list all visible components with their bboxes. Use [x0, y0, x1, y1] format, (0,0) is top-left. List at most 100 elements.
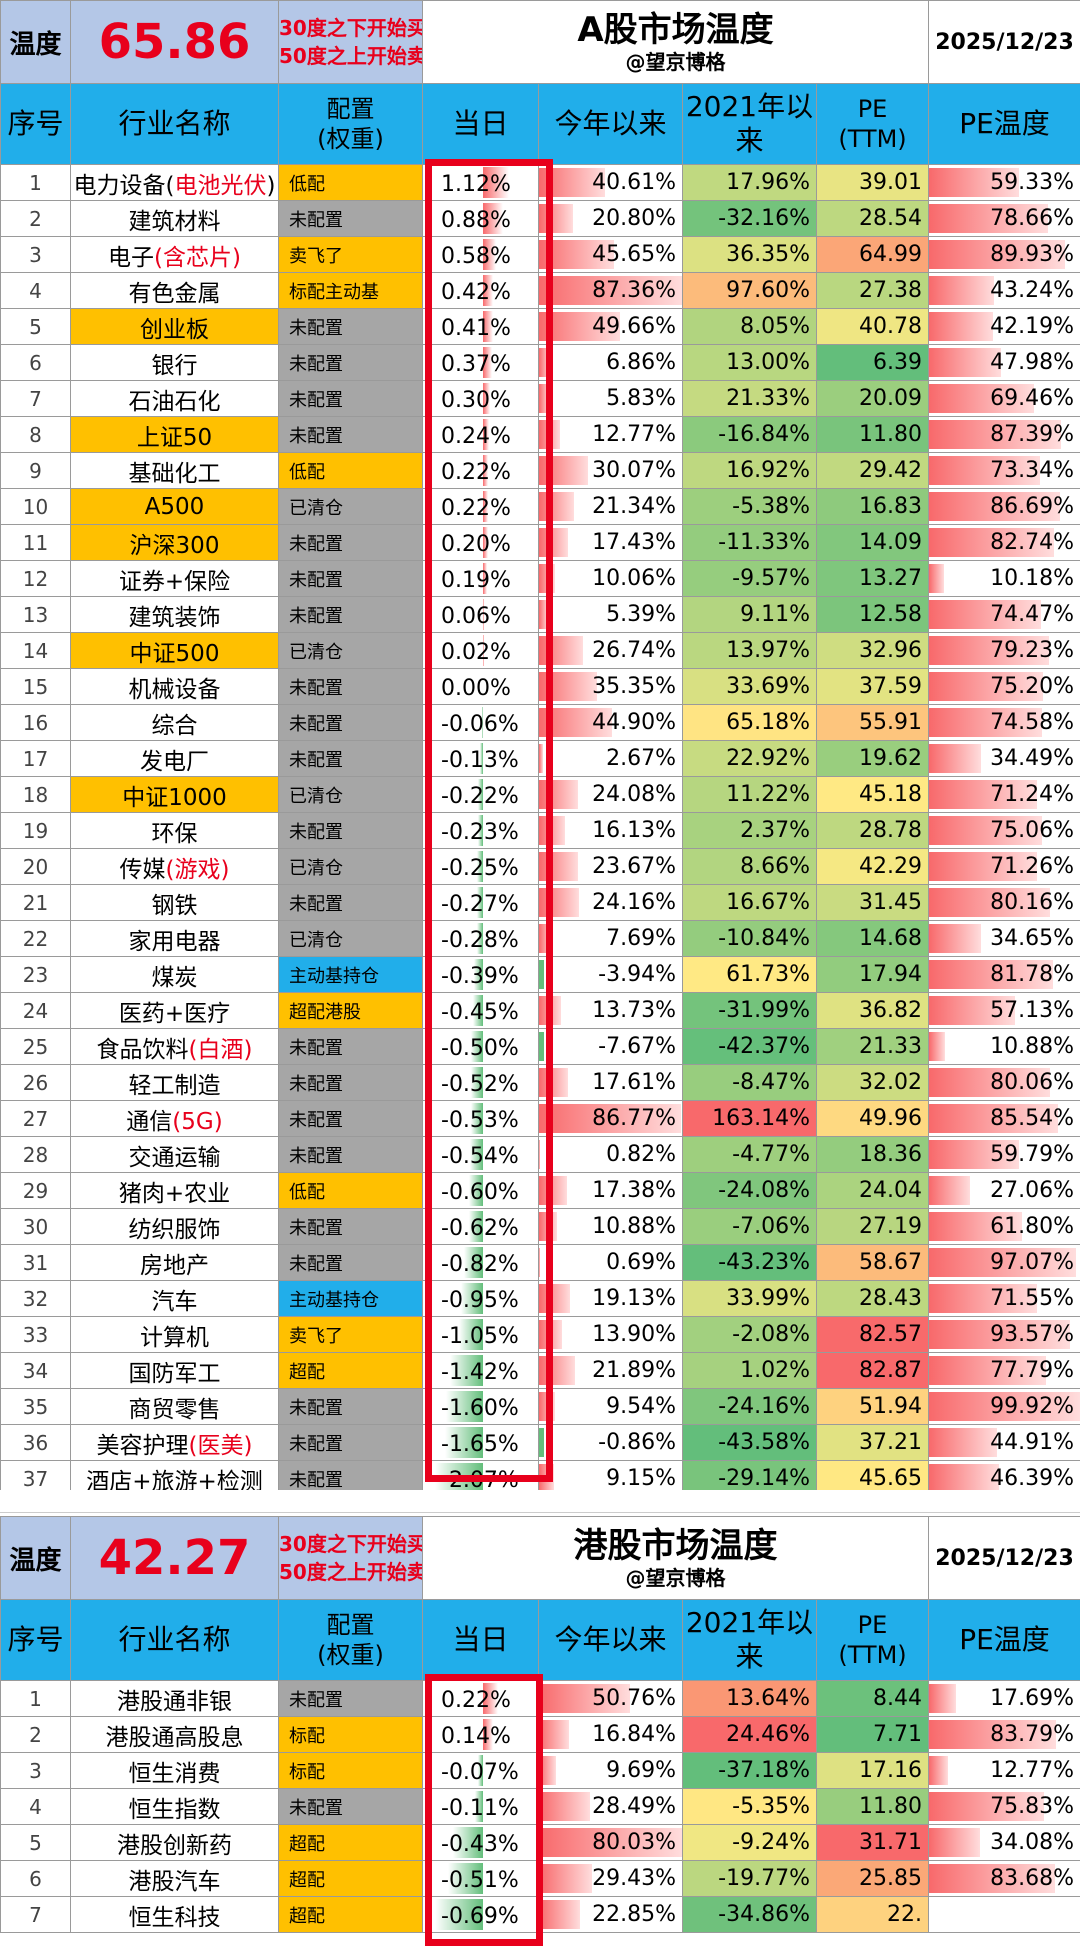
pe-ttm: 55.91 — [815, 704, 930, 741]
day-change-bar — [483, 1683, 499, 1714]
ytd-value: 86.77% — [592, 1106, 676, 1131]
pe-temperature-bar — [929, 348, 1002, 377]
allocation: 超配 — [278, 1352, 423, 1389]
day-change-value: -0.51% — [441, 1868, 519, 1893]
pe-temperature-value: 75.06% — [990, 818, 1075, 843]
ytd-value: 0.69% — [606, 1250, 676, 1275]
row-number: 30 — [0, 1208, 71, 1245]
col-header-alloc: 配置 (权重) — [278, 1599, 423, 1681]
ytd-change: 80.03% — [538, 1824, 683, 1861]
industry-name: 基础化工 — [70, 452, 279, 489]
day-change-bar — [483, 491, 489, 522]
pe-temperature: 59.79% — [928, 1136, 1080, 1173]
col-header-since2021: 2021年以 来 — [682, 1599, 817, 1681]
ytd-value: 16.13% — [592, 818, 676, 843]
ytd-value: 6.86% — [606, 350, 676, 375]
industry-name: 石油石化 — [70, 380, 279, 417]
pe-temperature-bar — [929, 852, 1037, 881]
pe-ttm: 24.04 — [815, 1172, 930, 1209]
ytd-value: 23.67% — [592, 854, 676, 879]
row-number: 1 — [0, 164, 71, 201]
day-change-bar — [483, 239, 497, 270]
table-row: 17 发电厂 未配置 -0.13% 2.67% 22.92% 19.62 34.49% — [0, 740, 1080, 777]
industry-name: A500 — [70, 488, 279, 525]
pe-temperature-bar — [929, 600, 1042, 629]
pe-temperature: 57.13% — [928, 992, 1080, 1029]
ytd-change: 12.77% — [538, 416, 683, 453]
ytd-value: -7.67% — [598, 1034, 676, 1059]
ytd-bar — [539, 1284, 571, 1313]
industry-name-text: 传媒 — [119, 856, 166, 883]
row-number: 2 — [0, 200, 71, 237]
rule-line-2: 50度之上开始卖出 — [279, 44, 422, 68]
pe-temperature-value: 27.06% — [990, 1178, 1075, 1203]
row-number: 5 — [0, 308, 71, 345]
pe-temperature-bar — [929, 168, 1019, 197]
since-2021: 8.66% — [682, 848, 817, 885]
table-row: 23 煤炭 主动基持仓 -0.39% -3.94% 61.73% 17.94 81.78% — [0, 956, 1080, 993]
pe-temperature-bar — [929, 240, 1065, 269]
pe-ttm: 32.96 — [815, 632, 930, 669]
pe-temperature-value: 75.20% — [990, 674, 1075, 699]
day-change-value: -0.07% — [441, 1760, 519, 1785]
day-change-bar — [483, 203, 504, 234]
ytd-change: 24.08% — [538, 776, 683, 813]
ytd-change: 2.67% — [538, 740, 683, 777]
ytd-value: -0.86% — [598, 1430, 676, 1455]
allocation: 标配主动基 — [278, 272, 423, 309]
pe-temperature-value: 71.26% — [990, 854, 1075, 879]
ytd-change: 21.89% — [538, 1352, 683, 1389]
industry-name-text: 煤炭 — [151, 964, 198, 991]
day-change: -0.39% — [422, 956, 539, 993]
pe-temperature: 73.34% — [928, 452, 1080, 489]
highlight-box-a — [425, 159, 553, 1482]
industry-name-highlight: (医美) — [188, 1432, 253, 1459]
since-2021: 11.22% — [682, 776, 817, 813]
since-2021: -19.77% — [682, 1860, 817, 1897]
day-change: 0.20% — [422, 524, 539, 561]
day-change: -0.69% — [422, 1896, 539, 1933]
pe-temperature-bar — [929, 1756, 949, 1785]
day-change-value: 0.22% — [441, 460, 511, 485]
allocation: 主动基持仓 — [278, 1280, 423, 1317]
industry-name: 恒生科技 — [70, 1896, 279, 1933]
row-number: 12 — [0, 560, 71, 597]
table-row: 27 通信(5G) 未配置 -0.53% 86.77% 163.14% 49.96 85.54… — [0, 1100, 1080, 1137]
pe-temperature: 83.79% — [928, 1716, 1080, 1753]
pe-temperature-bar — [929, 492, 1060, 521]
pe-temperature-value: 83.79% — [990, 1722, 1074, 1747]
industry-name-highlight: (游戏) — [165, 856, 230, 883]
day-change-value: 0.22% — [441, 1688, 511, 1713]
pe-temperature-bar — [929, 528, 1054, 557]
day-change-bar — [445, 1391, 483, 1422]
pe-ttm: 21.33 — [815, 1028, 930, 1065]
day-change-bar — [453, 1827, 483, 1858]
pe-temperature-bar — [929, 996, 1016, 1025]
pe-temperature-bar — [929, 312, 993, 341]
pe-temperature-bar — [929, 816, 1043, 845]
row-number: 7 — [0, 380, 71, 417]
since-2021: 13.00% — [682, 344, 817, 381]
day-change: -0.13% — [422, 740, 539, 777]
industry-name: 猪肉+农业 — [70, 1172, 279, 1209]
since-2021: 13.97% — [682, 632, 817, 669]
day-change-bar — [444, 1427, 483, 1458]
temp-label: 温度 — [0, 1516, 71, 1600]
ytd-change: 23.67% — [538, 848, 683, 885]
ytd-bar — [539, 600, 548, 629]
ytd-bar — [539, 276, 682, 305]
since-2021: -42.37% — [682, 1028, 817, 1065]
industry-name-text: 恒生科技 — [128, 1904, 221, 1931]
since-2021: -5.35% — [682, 1788, 817, 1825]
since-2021: -43.58% — [682, 1424, 817, 1461]
day-change-bar — [447, 1863, 483, 1894]
pe-temperature-value: 82.74% — [990, 530, 1075, 555]
industry-name: 证券+保险 — [70, 560, 279, 597]
day-change-bar — [472, 995, 483, 1026]
industry-name-text: 商贸零售 — [128, 1396, 221, 1423]
rule-line-2: 50度之上开始卖出 — [279, 1560, 422, 1584]
ytd-value: 5.83% — [606, 386, 676, 411]
row-number: 5 — [0, 1824, 71, 1861]
industry-name: 综合 — [70, 704, 279, 741]
industry-name-highlight: 电池光伏 — [174, 172, 267, 199]
